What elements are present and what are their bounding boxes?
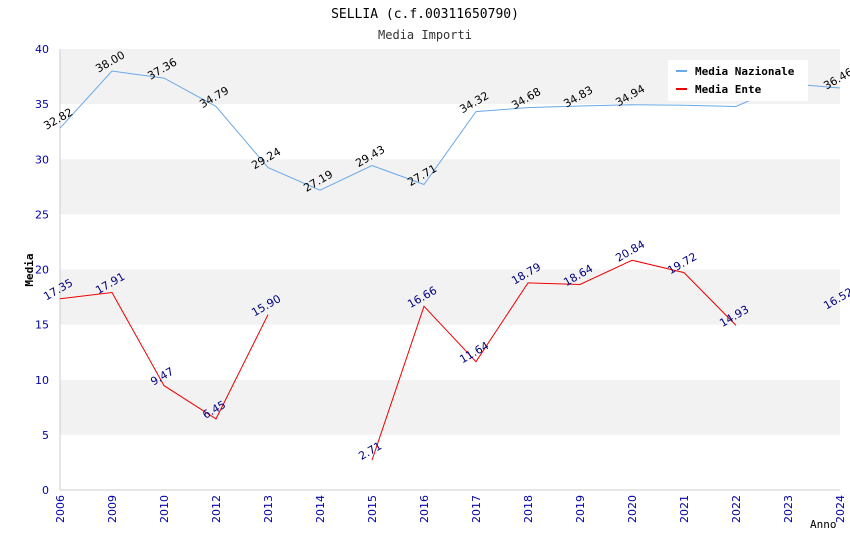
x-axis: 2006 2009 2010 2012 2013 2014 2015 2016 2017 2018…: [54, 495, 847, 523]
x-tick-label: 2015: [366, 495, 379, 523]
grid-band: [60, 324, 840, 380]
y-tick-label: 15: [35, 319, 49, 332]
grid-band: [60, 379, 840, 435]
legend-swatch-icon: [676, 70, 687, 72]
chart-title: SELLIA (c.f.00311650790): [331, 7, 519, 22]
x-tick-label: 2019: [574, 495, 587, 523]
chart-subtitle: Media Importi: [378, 28, 472, 42]
x-tick-label: 2020: [626, 495, 639, 523]
grid-band: [60, 159, 840, 215]
grid-band: [60, 434, 840, 490]
legend: Media Nazionale Media Ente: [668, 60, 808, 101]
x-tick-label: 2006: [54, 495, 67, 523]
series-line-media-ente: [371, 259, 737, 461]
x-tick-label: 2014: [314, 495, 327, 523]
legend-swatch-icon: [676, 88, 687, 90]
grid-band: [60, 269, 840, 325]
y-tick-label: 5: [42, 429, 49, 442]
x-tick-label: 2009: [106, 495, 119, 523]
plot-background: [59, 49, 840, 491]
y-tick-label: 10: [35, 374, 49, 387]
x-tick-label: 2010: [158, 495, 171, 523]
legend-label: Media Nazionale: [695, 65, 795, 78]
series-lines: [59, 70, 841, 461]
legend-label: Media Ente: [695, 83, 762, 96]
y-tick-label: 20: [35, 264, 49, 277]
x-tick-label: 2013: [262, 495, 275, 523]
y-axis: 0 5 10 15 20 25 30 35 40: [35, 43, 49, 497]
y-tick-label: 40: [35, 43, 49, 56]
x-tick-label: 2022: [730, 495, 743, 523]
x-tick-label: 2021: [678, 495, 691, 523]
grid-band: [60, 214, 840, 270]
legend-item-media-ente: Media Ente: [676, 83, 761, 97]
series-line-media-ente: [59, 292, 269, 420]
x-tick-label: 2023: [782, 495, 795, 523]
x-tick-label: 2018: [522, 495, 535, 523]
y-tick-label: 35: [35, 98, 49, 111]
y-tick-label: 0: [42, 484, 49, 497]
x-tick-label: 2016: [418, 495, 431, 523]
series-line-media-nazionale: [59, 70, 841, 191]
x-tick-label: 2017: [470, 495, 483, 523]
x-axis-label: Anno: [810, 518, 837, 531]
grid-band: [60, 104, 840, 160]
y-tick-label: 25: [35, 208, 49, 221]
x-tick-label: 2024: [834, 495, 847, 523]
y-tick-label: 30: [35, 153, 49, 166]
legend-item-media-nazionale: Media Nazionale: [676, 65, 794, 79]
x-tick-label: 2012: [210, 495, 223, 523]
y-axis-label: Media: [23, 253, 36, 286]
